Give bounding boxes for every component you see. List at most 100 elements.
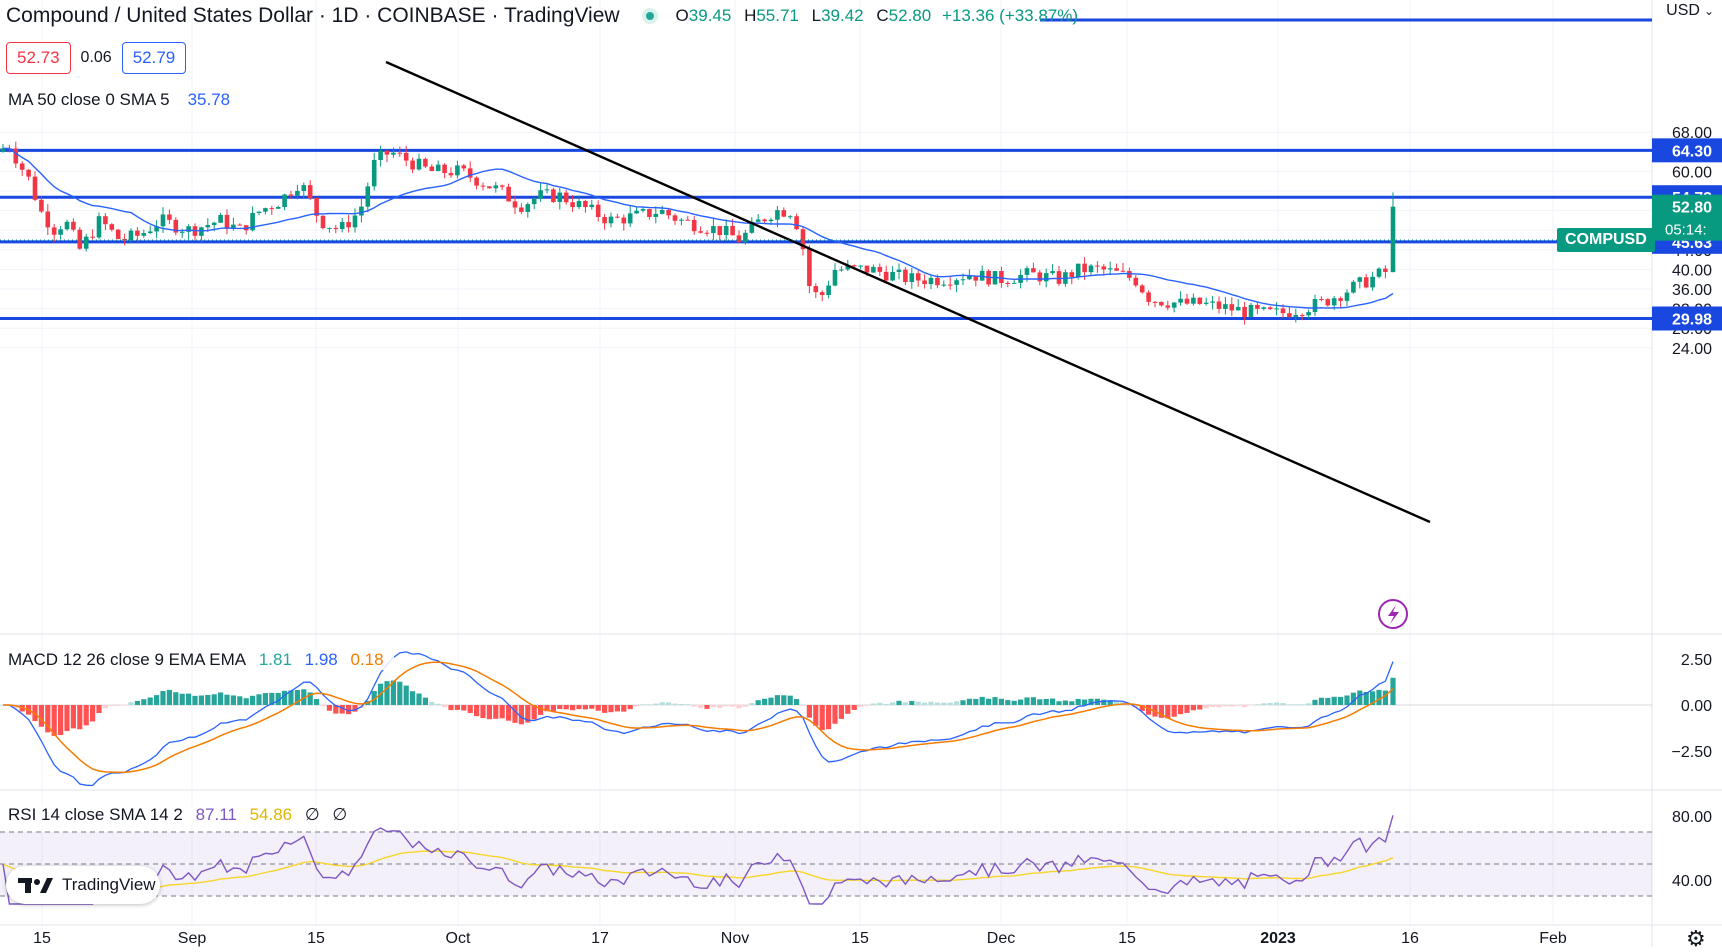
macd-histogram-bar [96,705,102,714]
candle-body [1178,298,1183,303]
macd-histogram-bar [890,702,896,705]
macd-histogram-bar [1363,692,1369,705]
currency-selector[interactable]: USD ⌄ [1666,2,1714,20]
macd-histogram-bar [685,704,691,705]
macd-histogram-bar [38,705,44,727]
macd-histogram-bar [1203,705,1209,709]
time-tick-label: Dec [987,930,1015,947]
price-tick-label: 36.00 [1672,282,1712,299]
macd-histogram-bar [870,703,876,705]
horizontal-levels[interactable] [0,18,1652,320]
candle-body [141,233,147,236]
candle-body [1152,301,1158,303]
candle-body [864,265,870,273]
candle-body [1331,298,1337,306]
macd-histogram-bar [966,698,972,705]
candle-body [1133,277,1139,286]
symbol-tag: COMPUSD [1557,228,1655,252]
macd-histogram-bar [262,693,268,705]
ma-legend[interactable]: MA 50 close 0 SMA 5 35.78 [6,90,241,110]
alert-icon[interactable] [1378,599,1408,629]
macd-histogram-bar [1037,699,1043,705]
candle-body [755,219,761,222]
macd-histogram-bar [205,694,211,705]
macd-histogram-bar [595,705,601,711]
candle-body [967,275,972,280]
macd-histogram-bar [582,705,588,710]
candle-body [896,269,902,272]
tradingview-logo[interactable]: TradingView [6,866,160,904]
candles [0,141,1396,325]
time-tick-label: 2023 [1260,930,1296,947]
macd-histogram-bar [186,693,192,705]
candle-body [487,186,492,189]
time-tick-label: 15 [851,930,869,947]
macd-histogram-bar [749,703,755,705]
candle-body [499,185,505,187]
candle-body [173,219,179,233]
rsi-band-fill [0,832,1652,896]
candle-body [1050,271,1055,274]
macd-histogram-bar [218,692,224,705]
macd-histogram-bar [589,705,595,709]
candle-body [928,277,934,285]
candle-body [1043,273,1049,282]
macd-legend[interactable]: MACD 12 26 close 9 EMA EMA 1.81 1.98 0.1… [6,650,394,670]
candle-body [781,210,787,217]
candle-body [115,229,121,239]
macd-histogram-bar [109,705,115,706]
macd-histogram-bar [858,705,864,707]
candle-body [551,189,556,202]
logo-text: TradingView [62,875,156,894]
trend-line[interactable] [385,60,1431,524]
candle-body [1203,302,1209,304]
candle-body [691,219,697,232]
candle-body [538,190,543,199]
candle-body [1267,307,1273,310]
macd-histogram-bar [403,685,409,705]
settings-gear-icon[interactable]: ⚙ [1686,926,1706,951]
macd-histogram-bar [1043,698,1049,705]
symbol-title[interactable]: Compound / United States Dollar · 1D · C… [6,4,620,27]
macd-histogram-bar [640,704,646,705]
candle-body [653,213,659,217]
candle-body [1146,292,1151,302]
candle-body [288,194,294,196]
candle-body [999,271,1004,283]
macd-histogram-bar [819,705,825,731]
candle-body [819,292,825,296]
candle-body [845,265,851,270]
sell-button[interactable]: 52.73 [6,42,71,74]
candle-body [211,222,217,226]
macd-histogram-bar [1062,700,1068,705]
macd-histogram-bar [416,693,422,705]
candle-body [77,229,83,249]
candle-body [397,152,403,154]
candle-body [1280,308,1286,314]
candle-body [730,225,735,236]
candle-body [224,214,230,229]
candle-body [1095,265,1100,267]
candle-body [679,219,684,221]
buy-button[interactable]: 52.79 [121,42,187,74]
macd-histogram-bar [243,698,249,705]
macd-histogram-bar [864,705,870,706]
macd-histogram-bar [506,705,512,721]
macd-histogram-bar [634,705,640,707]
candle-body [762,219,767,222]
open-value: 39.45 [688,6,732,25]
macd-histogram-bar [115,705,121,706]
macd-histogram-bar [1158,705,1164,718]
candle-body [947,284,953,286]
macd-histogram-bar [83,705,89,726]
rsi-legend[interactable]: RSI 14 close SMA 14 2 87.11 54.86 ∅ ∅ [6,805,358,825]
candle-body [1107,268,1113,270]
time-tick-label: 15 [307,930,325,947]
candle-body [128,230,134,241]
candle-body [544,189,550,191]
macd-histogram-bar [755,700,761,705]
candle-body [1344,292,1350,301]
macd-histogram-bar [1101,699,1107,705]
macd-histogram-bar [1357,690,1363,705]
